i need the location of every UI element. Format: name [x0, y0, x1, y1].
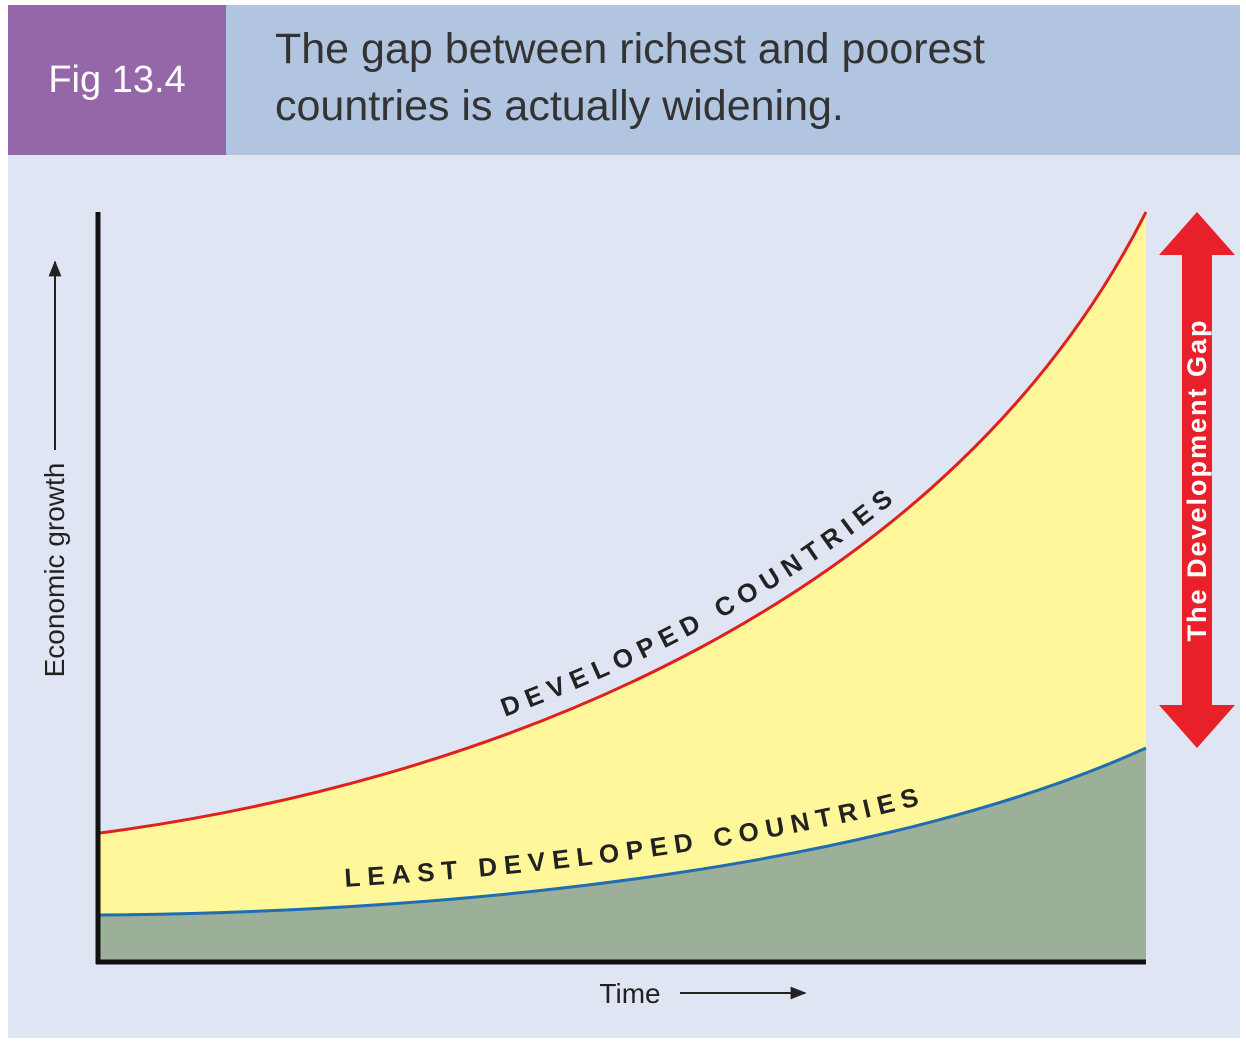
header-band: [226, 5, 1240, 155]
figure-badge: [8, 5, 226, 155]
gap-area: [100, 212, 1146, 915]
gap-label: The Development Gap: [1182, 318, 1212, 641]
title-line: The gap between richest and poorest: [275, 25, 985, 73]
title-line: countries is actually widening.: [275, 82, 844, 130]
gap-arrow: [1159, 212, 1235, 748]
figure-number: Fig 13.4: [48, 59, 185, 101]
developed-curve: [99, 211, 1148, 835]
least-developed-curve: [99, 746, 1147, 917]
y-axis-label: Economic growth: [39, 463, 70, 678]
x-axis-label: Time: [599, 978, 660, 1009]
lower-area: [100, 748, 1146, 962]
